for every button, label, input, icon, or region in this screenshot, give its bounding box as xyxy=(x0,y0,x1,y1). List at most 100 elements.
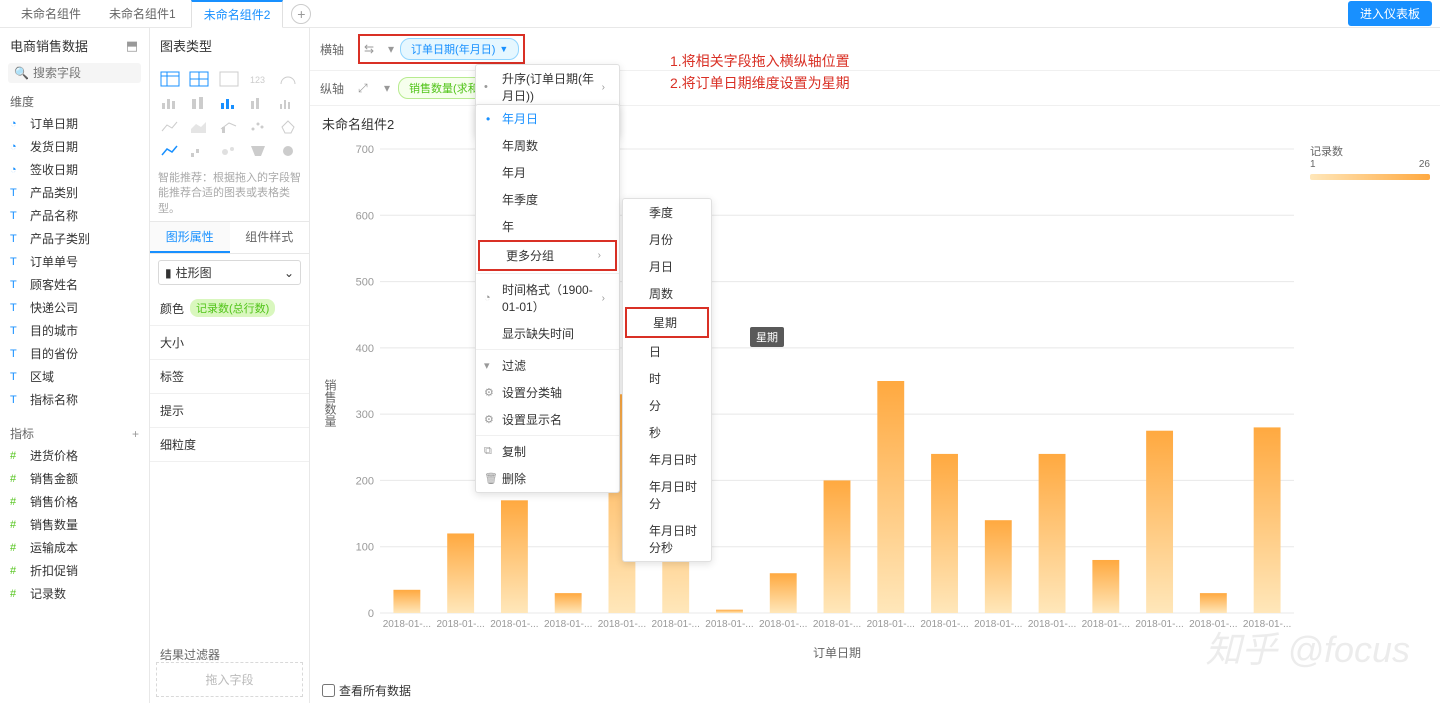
x-axis-chip[interactable]: 订单日期(年月日)▼ xyxy=(400,38,519,60)
menu-monthday[interactable]: 月日 xyxy=(623,253,711,280)
metric-field[interactable]: #记录数 xyxy=(0,582,149,605)
enter-dashboard-button[interactable]: 进入仪表板 xyxy=(1348,1,1432,26)
dim-field[interactable]: T顾客姓名 xyxy=(0,273,149,296)
prop-label[interactable]: 标签 xyxy=(150,360,309,394)
chart-type-radar[interactable] xyxy=(276,117,300,137)
menu-category-axis[interactable]: ⚙设置分类轴 xyxy=(476,379,619,406)
chart-type-gauge[interactable] xyxy=(276,69,300,89)
dim-field[interactable]: T快递公司 xyxy=(0,296,149,319)
menu-copy[interactable]: ⧉复制 xyxy=(476,438,619,465)
add-metric-icon[interactable]: + xyxy=(132,427,139,441)
chart-type-scatter[interactable] xyxy=(246,117,270,137)
chart-type-line[interactable] xyxy=(158,117,182,137)
chart-type-kpi[interactable]: 123 xyxy=(246,69,270,89)
dim-field[interactable]: ◔签收日期 xyxy=(0,158,149,181)
menu-missing-time[interactable]: 显示缺失时间 xyxy=(476,320,619,347)
tab-2[interactable]: 未命名组件2 xyxy=(191,0,284,28)
menu-weeknum[interactable]: 周数 xyxy=(623,280,711,307)
chart-type-area[interactable] xyxy=(187,117,211,137)
menu-month[interactable]: 月份 xyxy=(623,226,711,253)
chart-type-column[interactable] xyxy=(217,93,241,113)
svg-text:2018-01-...: 2018-01-... xyxy=(867,619,915,630)
view-all-data[interactable]: 查看所有数据 xyxy=(322,682,411,699)
chart-type-combo[interactable] xyxy=(217,117,241,137)
menu-filter[interactable]: ▾过滤 xyxy=(476,352,619,379)
dimensions-list: ◔ 订单日期 ◔发货日期 ◔签收日期 T产品类别 T产品名称 T产品子类别 T订单… xyxy=(0,112,149,411)
metric-field[interactable]: #进货价格 xyxy=(0,444,149,467)
prop-label: 细粒度 xyxy=(160,436,196,453)
chart-type-bar[interactable] xyxy=(158,93,182,113)
menu-sort-asc[interactable]: •升序(订单日期(年月日))› xyxy=(476,65,619,109)
prop-tip[interactable]: 提示 xyxy=(150,394,309,428)
metric-field[interactable]: #运输成本 xyxy=(0,536,149,559)
chart-type-funnel[interactable] xyxy=(246,141,270,161)
prop-gran[interactable]: 细粒度 xyxy=(150,428,309,462)
menu-quarter[interactable]: 季度 xyxy=(623,199,711,226)
dim-field[interactable]: T订单单号 xyxy=(0,250,149,273)
menu-display-name[interactable]: ⚙设置显示名 xyxy=(476,406,619,433)
x-axis-icon[interactable]: ⇆ xyxy=(364,42,382,56)
menu-weekday[interactable]: 星期 xyxy=(625,307,709,338)
chart-type-waterfall[interactable] xyxy=(187,141,211,161)
menu-minute[interactable]: 分 xyxy=(623,392,711,419)
menu-ymdhm[interactable]: 年月日时分 xyxy=(623,473,711,517)
menu-hour[interactable]: 时 xyxy=(623,365,711,392)
dim-field[interactable]: T目的城市 xyxy=(0,319,149,342)
svg-text:100: 100 xyxy=(356,542,374,554)
menu-day[interactable]: 日 xyxy=(623,338,711,365)
prop-color[interactable]: 颜色记录数(总行数) xyxy=(150,291,309,326)
view-all-checkbox[interactable] xyxy=(322,684,335,697)
chart-type-stack[interactable] xyxy=(187,93,211,113)
chart-type-table[interactable] xyxy=(158,69,182,89)
chart-type-smart[interactable] xyxy=(158,141,182,161)
menu-ymdhms[interactable]: 年月日时分秒 xyxy=(623,517,711,561)
prop-value-tag: 记录数(总行数) xyxy=(190,299,275,317)
copy-icon: ⧉ xyxy=(484,445,492,458)
metric-field[interactable]: #销售价格 xyxy=(0,490,149,513)
hash-icon: # xyxy=(10,542,24,554)
dim-field[interactable]: T产品子类别 xyxy=(0,227,149,250)
menu-group-ymd[interactable]: 年月日 xyxy=(476,105,619,132)
dim-field[interactable]: ◔ 订单日期 xyxy=(0,112,149,135)
chart-type-cross[interactable] xyxy=(187,69,211,89)
tab-add-button[interactable]: + xyxy=(291,4,311,24)
menu-group-y[interactable]: 年 xyxy=(476,213,619,240)
menu-label: 升序(订单日期(年月日)) xyxy=(502,70,602,104)
prop-size[interactable]: 大小 xyxy=(150,326,309,360)
menu-ymdh[interactable]: 年月日时 xyxy=(623,446,711,473)
dim-field[interactable]: T产品类别 xyxy=(0,181,149,204)
metric-field[interactable]: #销售数量 xyxy=(0,513,149,536)
tab-component-style[interactable]: 组件样式 xyxy=(230,222,310,253)
field-search[interactable]: 🔍 xyxy=(8,63,141,83)
metric-field[interactable]: #销售金额 xyxy=(0,467,149,490)
tab-0[interactable]: 未命名组件 xyxy=(8,0,94,27)
dim-field[interactable]: ◔发货日期 xyxy=(0,135,149,158)
menu-group-ym[interactable]: 年月 xyxy=(476,159,619,186)
dim-field[interactable]: T目的省份 xyxy=(0,342,149,365)
clock-icon: ◔ xyxy=(10,118,24,130)
tab-graphic-props[interactable]: 图形属性 xyxy=(150,222,230,253)
chart-type-col2[interactable] xyxy=(246,93,270,113)
menu-delete[interactable]: 🗑删除 xyxy=(476,465,619,492)
menu-group-yw[interactable]: 年周数 xyxy=(476,132,619,159)
tab-1[interactable]: 未命名组件1 xyxy=(96,0,189,27)
chart-shape-select[interactable]: ▮柱形图 ⌄ xyxy=(158,260,301,285)
y-axis-icon[interactable]: ⤢ xyxy=(358,81,376,96)
dim-field[interactable]: T区域 xyxy=(0,365,149,388)
filter-dropzone[interactable]: 拖入字段 xyxy=(156,662,303,697)
chevron-down-icon: ⌄ xyxy=(284,266,294,280)
menu-group-yq[interactable]: 年季度 xyxy=(476,186,619,213)
field-label: 订单日期 xyxy=(30,115,78,132)
dim-field[interactable]: T指标名称 xyxy=(0,388,149,411)
menu-second[interactable]: 秒 xyxy=(623,419,711,446)
chart-type-pie[interactable] xyxy=(276,141,300,161)
chart-type-bubble[interactable] xyxy=(217,141,241,161)
dim-field[interactable]: T产品名称 xyxy=(0,204,149,227)
metric-field[interactable]: #折扣促销 xyxy=(0,559,149,582)
menu-time-format[interactable]: ◔时间格式（1900-01-01）› xyxy=(476,276,619,320)
chart-type-col3[interactable] xyxy=(276,93,300,113)
dataset-settings-icon[interactable]: ⬒ xyxy=(125,39,139,53)
menu-more-groups[interactable]: 更多分组› xyxy=(478,240,617,271)
chart-type-detail[interactable] xyxy=(217,69,241,89)
menu-label: 年 xyxy=(502,218,514,235)
